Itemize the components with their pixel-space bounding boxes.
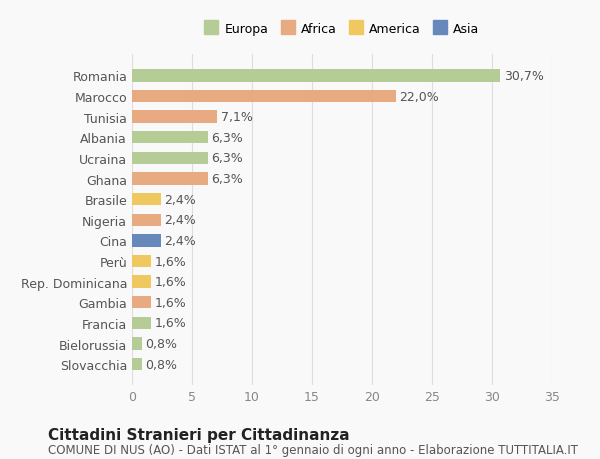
Text: 2,4%: 2,4% <box>164 214 196 227</box>
Bar <box>132 132 208 144</box>
Bar <box>132 235 161 247</box>
Text: 22,0%: 22,0% <box>400 90 439 103</box>
Bar <box>132 194 161 206</box>
Bar <box>132 91 396 103</box>
Bar <box>132 297 151 309</box>
Bar <box>132 173 208 185</box>
Text: Cittadini Stranieri per Cittadinanza: Cittadini Stranieri per Cittadinanza <box>48 427 350 442</box>
Text: 6,3%: 6,3% <box>211 132 243 145</box>
Bar <box>132 111 217 123</box>
Text: 0,8%: 0,8% <box>145 358 177 371</box>
Text: 1,6%: 1,6% <box>155 317 187 330</box>
Text: 2,4%: 2,4% <box>164 235 196 247</box>
Bar <box>132 214 161 226</box>
Text: 1,6%: 1,6% <box>155 255 187 268</box>
Bar <box>132 276 151 288</box>
Text: 6,3%: 6,3% <box>211 152 243 165</box>
Text: 7,1%: 7,1% <box>221 111 253 124</box>
Bar <box>132 70 500 83</box>
Text: 1,6%: 1,6% <box>155 296 187 309</box>
Text: 0,8%: 0,8% <box>145 337 177 350</box>
Text: COMUNE DI NUS (AO) - Dati ISTAT al 1° gennaio di ogni anno - Elaborazione TUTTIT: COMUNE DI NUS (AO) - Dati ISTAT al 1° ge… <box>48 443 578 456</box>
Bar <box>132 255 151 268</box>
Bar <box>132 317 151 330</box>
Text: 1,6%: 1,6% <box>155 275 187 289</box>
Legend: Europa, Africa, America, Asia: Europa, Africa, America, Asia <box>200 18 484 39</box>
Bar <box>132 338 142 350</box>
Bar <box>132 358 142 370</box>
Text: 30,7%: 30,7% <box>504 70 544 83</box>
Text: 2,4%: 2,4% <box>164 193 196 206</box>
Bar <box>132 152 208 165</box>
Text: 6,3%: 6,3% <box>211 173 243 185</box>
